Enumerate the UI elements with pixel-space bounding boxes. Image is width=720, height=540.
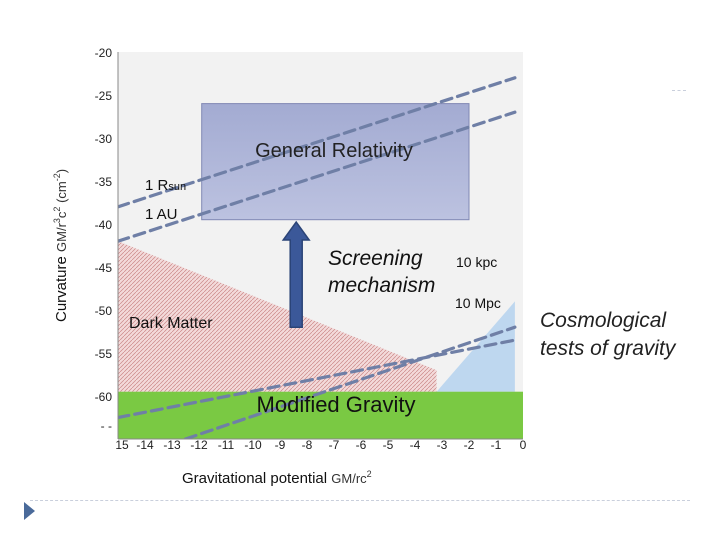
kpc-label: 10 kpc [456, 254, 497, 270]
rsun-label: 1 Rsun [145, 177, 186, 194]
y-tick-label: -20 [95, 46, 113, 60]
x-tick-label: 15 [115, 438, 129, 452]
x-tick-label: -1 [491, 438, 502, 452]
y-tick-label: -55 [95, 347, 113, 361]
mechanism-label: mechanism [328, 274, 435, 297]
rsun-line [118, 76, 517, 209]
side-caption: Cosmological tests of gravity [540, 309, 676, 360]
y-tick-label: -45 [95, 261, 113, 275]
corner-dash [672, 90, 686, 91]
cosmological-tests-region [436, 301, 515, 392]
screening-label: Screening [328, 247, 423, 270]
dark-matter-label: Dark Matter [129, 315, 213, 332]
general-relativity-region [201, 103, 470, 221]
modified-gravity-region [118, 391, 523, 439]
dark-matter-region [118, 241, 437, 392]
x-tick-label: -10 [244, 438, 262, 452]
y-tick-label: -25 [95, 89, 113, 103]
x-tick-label: -9 [275, 438, 286, 452]
x-tick-label: -3 [437, 438, 448, 452]
au-label: 1 AU [145, 206, 178, 223]
kpc-line [183, 325, 517, 439]
y-tick-label: -30 [95, 132, 113, 146]
mpc-label: 10 Mpc [455, 295, 501, 311]
y-tick-label: -40 [95, 218, 113, 232]
x-tick-label: -5 [383, 438, 394, 452]
screening-arrow [281, 220, 311, 328]
y-tick-label: -60 [95, 390, 113, 404]
mpc-line [118, 338, 517, 420]
x-tick-label: -14 [136, 438, 154, 452]
y-tick-label: -35 [95, 175, 113, 189]
x-tick-label: -13 [163, 438, 181, 452]
x-tick-label: -6 [356, 438, 367, 452]
au-line [118, 110, 517, 243]
x-axis-label: Gravitational potential GM/rc2 [182, 469, 372, 487]
x-tick-label: -8 [302, 438, 313, 452]
y-tick-label: -50 [95, 304, 113, 318]
x-tick-label: 0 [520, 438, 527, 452]
bullet-arrow-icon [24, 502, 35, 520]
bottom-separator [30, 500, 690, 501]
y-tick-label-bottom: - - [101, 419, 112, 433]
x-tick-label: -11 [218, 438, 235, 452]
x-tick-label: -12 [190, 438, 208, 452]
y-axis-label: Curvature GM/r3c2 (cm-2) [52, 169, 70, 322]
x-tick-label: -4 [410, 438, 421, 452]
x-tick-label: -2 [464, 438, 475, 452]
gr-label: General Relativity [255, 140, 413, 162]
modified-gravity-label: Modified Gravity [257, 392, 416, 417]
x-tick-label: -7 [329, 438, 340, 452]
